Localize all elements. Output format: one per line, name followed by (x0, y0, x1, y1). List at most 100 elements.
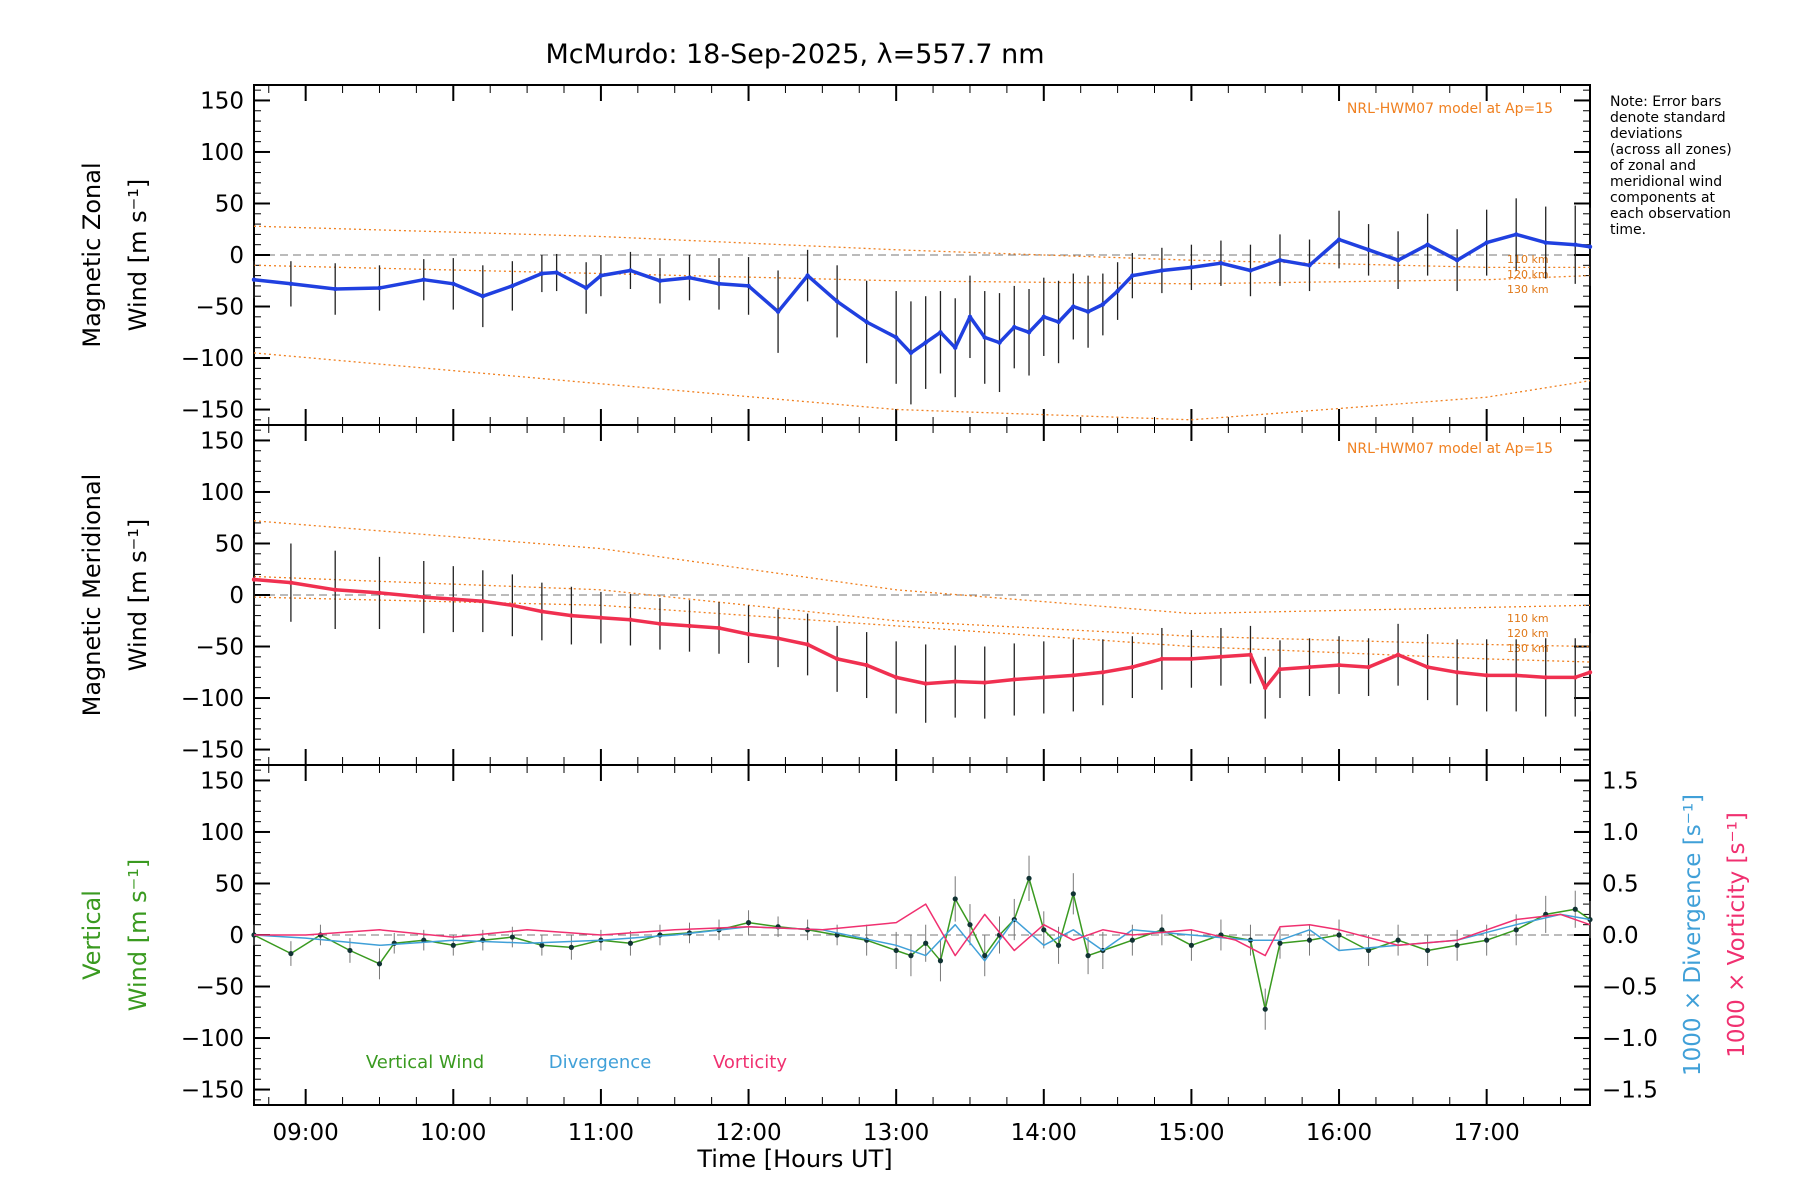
data-point (1071, 304, 1076, 309)
y-tick-label: −100 (181, 686, 244, 712)
data-point (1159, 656, 1165, 662)
data-point (1055, 942, 1062, 948)
data-point (1189, 265, 1194, 270)
series-line (254, 903, 1591, 957)
series-vertical-wind (251, 855, 1593, 1030)
data-point (1366, 664, 1371, 670)
data-point (746, 631, 751, 637)
data-point (893, 947, 899, 954)
data-point (716, 281, 722, 287)
note-line: components at (1610, 190, 1716, 206)
model-alt-label: 110 km (1507, 253, 1549, 266)
data-point (510, 603, 515, 608)
data-point (421, 277, 426, 282)
model-label: NRL-HWM07 model at Ap=15 (1347, 101, 1553, 117)
data-point (1130, 664, 1135, 670)
data-point (967, 314, 973, 320)
data-point (569, 613, 574, 618)
right-axis-tick-label: 0.0 (1602, 923, 1639, 949)
note-line: time. (1610, 222, 1646, 238)
data-point (1573, 242, 1578, 247)
data-point (657, 621, 663, 627)
data-point (480, 598, 486, 604)
data-point (687, 623, 692, 629)
legend-item: Divergence (549, 1052, 652, 1073)
y-tick-label: −100 (181, 1026, 244, 1052)
data-point (1425, 664, 1430, 670)
series-line (253, 913, 1591, 962)
data-point (1366, 247, 1371, 253)
y-tick-label: 100 (200, 140, 244, 166)
data-point (982, 335, 987, 340)
data-point (908, 350, 914, 356)
data-point (1115, 288, 1120, 294)
data-point (1543, 675, 1548, 680)
data-point (923, 340, 928, 345)
data-point (1277, 666, 1283, 672)
note-line: Note: Error bars (1610, 94, 1721, 110)
y-tick-label: 0 (229, 243, 244, 269)
y-tick-label: −150 (181, 1078, 244, 1104)
model-curve-2 (253, 596, 1591, 663)
x-tick-label: 13:00 (863, 1120, 929, 1146)
data-point (1070, 891, 1076, 897)
note-line: each observation (1610, 206, 1731, 222)
series-vorticity (254, 903, 1591, 957)
data-point (893, 675, 899, 680)
data-point (864, 662, 869, 668)
data-point (332, 286, 338, 292)
series-line (253, 232, 1591, 355)
data-point (347, 947, 353, 954)
data-point (864, 319, 869, 325)
data-point (1262, 1006, 1268, 1012)
data-point (1365, 947, 1372, 954)
right-axis-tick-label: −1.0 (1602, 1026, 1658, 1052)
data-point (251, 277, 257, 282)
x-tick-label: 14:00 (1011, 1120, 1077, 1146)
data-point (982, 680, 987, 685)
data-point (1587, 916, 1593, 923)
data-point (1454, 257, 1460, 263)
data-point (893, 335, 899, 340)
note-line: denote standard (1610, 110, 1726, 126)
data-point (539, 271, 545, 276)
data-point (1159, 268, 1165, 273)
data-point (288, 281, 294, 287)
data-point (1263, 685, 1268, 690)
data-point (554, 270, 559, 275)
model-curve-0 (253, 225, 1590, 269)
data-point (332, 587, 338, 593)
model-alt-label: 110 km (1507, 612, 1549, 625)
right-axis-label-vorticity: 1000 × Vorticity [s⁻¹] (1724, 812, 1750, 1058)
y-axis-label-line2: Wind [m s⁻¹] (124, 179, 152, 331)
model-curve-1 (253, 575, 1591, 648)
data-point (982, 953, 988, 959)
data-point (480, 294, 486, 299)
data-point (1129, 937, 1135, 943)
data-point (1041, 314, 1046, 320)
data-point (1012, 677, 1017, 682)
data-point (450, 942, 456, 948)
data-point (377, 285, 382, 291)
data-point (251, 577, 257, 582)
model-alt-label: 120 km (1507, 268, 1549, 281)
data-point (1573, 675, 1578, 680)
y-tick-label: −50 (195, 295, 244, 321)
data-point (805, 642, 810, 647)
data-point (1336, 932, 1342, 938)
data-point (1100, 302, 1106, 307)
y-axis-label-line1: Vertical (78, 890, 106, 980)
data-point (1218, 654, 1224, 660)
y-tick-label: 0 (229, 583, 244, 609)
series-divergence (253, 913, 1591, 962)
y-tick-label: 0 (229, 923, 244, 949)
data-point (1454, 942, 1460, 948)
data-point (953, 345, 958, 350)
note-line: of zonal and (1610, 158, 1696, 174)
right-axis-tick-label: 1.5 (1602, 768, 1639, 794)
data-point (834, 656, 840, 662)
y-tick-label: −50 (195, 635, 244, 661)
x-tick-label: 11:00 (568, 1120, 634, 1146)
data-point (1513, 673, 1519, 678)
